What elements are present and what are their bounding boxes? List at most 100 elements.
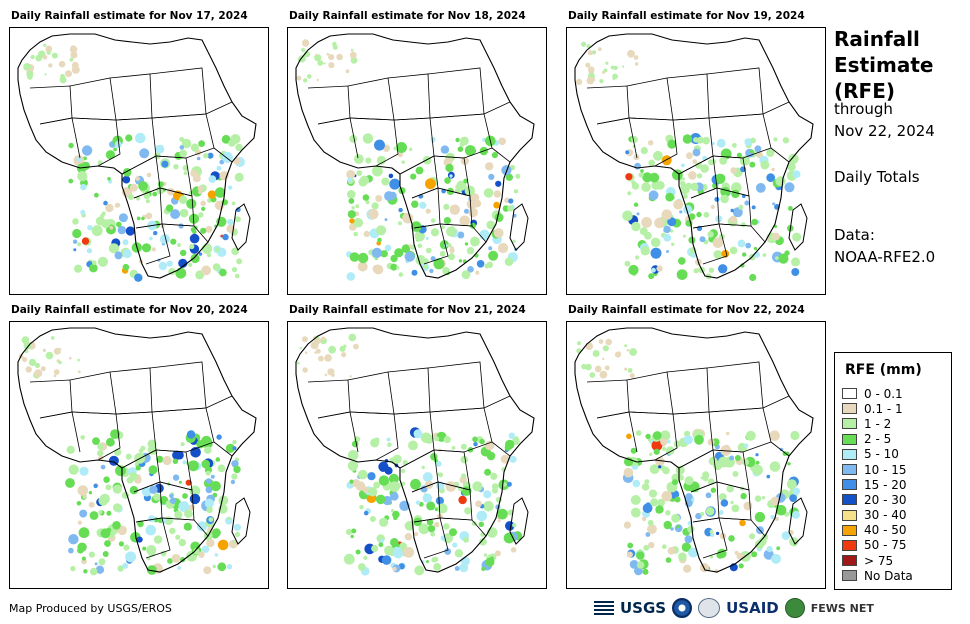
sidebar-title-line3: (RFE) xyxy=(834,79,896,103)
country-border xyxy=(109,367,153,415)
country-border xyxy=(718,517,766,537)
country-border xyxy=(387,367,431,415)
legend-label: > 75 xyxy=(864,553,894,568)
legend-item: 0 - 0.1 xyxy=(842,386,951,401)
country-border xyxy=(692,223,728,265)
sidebar-title-line1: Rainfall xyxy=(834,27,920,51)
country-border xyxy=(109,73,153,121)
legend-label: 2 - 5 xyxy=(864,432,892,447)
legend-item: 5 - 10 xyxy=(842,447,951,462)
madagascar xyxy=(231,497,251,545)
country-border xyxy=(708,113,772,159)
rainfall-field xyxy=(296,333,523,576)
country-border xyxy=(347,371,395,415)
madagascar xyxy=(788,497,808,545)
country-border xyxy=(666,73,710,121)
country-border xyxy=(69,371,117,415)
sidebar-through: through xyxy=(834,100,893,118)
africa-map xyxy=(574,327,814,576)
legend-label: 40 - 50 xyxy=(864,523,907,538)
madagascar xyxy=(509,497,529,545)
country-border xyxy=(483,101,511,115)
legend-swatch xyxy=(842,509,857,521)
legend-swatch xyxy=(842,448,857,460)
country-border xyxy=(429,407,493,453)
legend-item: 50 - 75 xyxy=(842,538,951,553)
country-border xyxy=(439,517,487,537)
legend-title: RFE (mm) xyxy=(845,362,922,378)
rainfall-map xyxy=(9,27,269,295)
legend-swatch xyxy=(842,570,857,582)
country-border xyxy=(347,77,395,121)
country-border xyxy=(672,411,714,469)
panel-title: Daily Rainfall estimate for Nov 21, 2024 xyxy=(289,304,526,316)
country-border xyxy=(706,361,764,413)
madagascar xyxy=(509,203,529,251)
panel-title: Daily Rainfall estimate for Nov 18, 2024 xyxy=(289,10,526,22)
legend-label: No Data xyxy=(864,568,913,583)
legend-swatch xyxy=(842,479,857,491)
legend-swatch xyxy=(842,555,857,567)
country-border xyxy=(666,367,710,415)
rainfall-map xyxy=(566,321,826,589)
country-border xyxy=(115,117,157,175)
usaid-logo-text: USAID xyxy=(726,599,779,617)
legend-item: 20 - 30 xyxy=(842,492,951,507)
rainfall-map xyxy=(566,27,826,295)
country-border xyxy=(439,223,487,243)
legend-item: 15 - 20 xyxy=(842,477,951,492)
country-border xyxy=(71,411,121,461)
country-border xyxy=(135,517,171,559)
usgs-logo-icon xyxy=(594,601,614,615)
legend-item: 40 - 50 xyxy=(842,523,951,538)
country-border xyxy=(762,101,790,115)
country-border xyxy=(491,441,511,457)
madagascar xyxy=(788,203,808,251)
country-border xyxy=(69,77,117,121)
legend-item: No Data xyxy=(842,568,951,583)
coastline xyxy=(295,327,535,573)
country-border xyxy=(628,411,678,461)
rainfall-field xyxy=(296,39,521,281)
panel-title: Daily Rainfall estimate for Nov 22, 2024 xyxy=(568,304,805,316)
panel-title: Daily Rainfall estimate for Nov 20, 2024 xyxy=(11,304,248,316)
country-border xyxy=(213,441,233,457)
country-border xyxy=(692,517,728,559)
legend-item: 1 - 2 xyxy=(842,416,951,431)
country-border xyxy=(205,101,233,115)
country-border xyxy=(205,395,233,409)
rainfall-map xyxy=(287,321,547,589)
legend-swatch xyxy=(842,494,857,506)
country-border xyxy=(483,395,511,409)
rainfall-field xyxy=(18,336,241,576)
sidebar-totals: Daily Totals xyxy=(834,168,920,186)
legend-label: 10 - 15 xyxy=(864,462,907,477)
africa-map xyxy=(17,327,257,576)
africa-map xyxy=(295,33,535,281)
usgs-logo-text: USGS xyxy=(620,599,667,617)
legend-label: 0 - 0.1 xyxy=(864,386,903,401)
legend-swatch xyxy=(842,403,857,415)
coastline xyxy=(17,33,257,279)
panel-title: Daily Rainfall estimate for Nov 17, 2024 xyxy=(11,10,248,22)
country-border xyxy=(626,77,674,121)
logo-bar: USGS USAID FEWS NET xyxy=(594,596,874,620)
legend-label: 30 - 40 xyxy=(864,508,907,523)
country-border xyxy=(135,223,171,265)
sidebar-title-line2: Estimate xyxy=(834,53,934,77)
legend-swatch xyxy=(842,524,857,536)
rainfall-map xyxy=(287,27,547,295)
sidebar-data-label: Data: xyxy=(834,226,875,244)
country-border xyxy=(586,379,630,419)
country-border xyxy=(213,147,233,163)
country-border xyxy=(149,361,207,413)
rainfall-field xyxy=(576,41,802,282)
country-border xyxy=(718,223,766,243)
africa-map xyxy=(17,33,257,282)
africa-map xyxy=(295,327,535,576)
legend-swatch xyxy=(842,464,857,476)
country-border xyxy=(626,371,674,415)
legend-item: 10 - 15 xyxy=(842,462,951,477)
country-border xyxy=(770,147,790,163)
legend-swatch xyxy=(842,418,857,430)
